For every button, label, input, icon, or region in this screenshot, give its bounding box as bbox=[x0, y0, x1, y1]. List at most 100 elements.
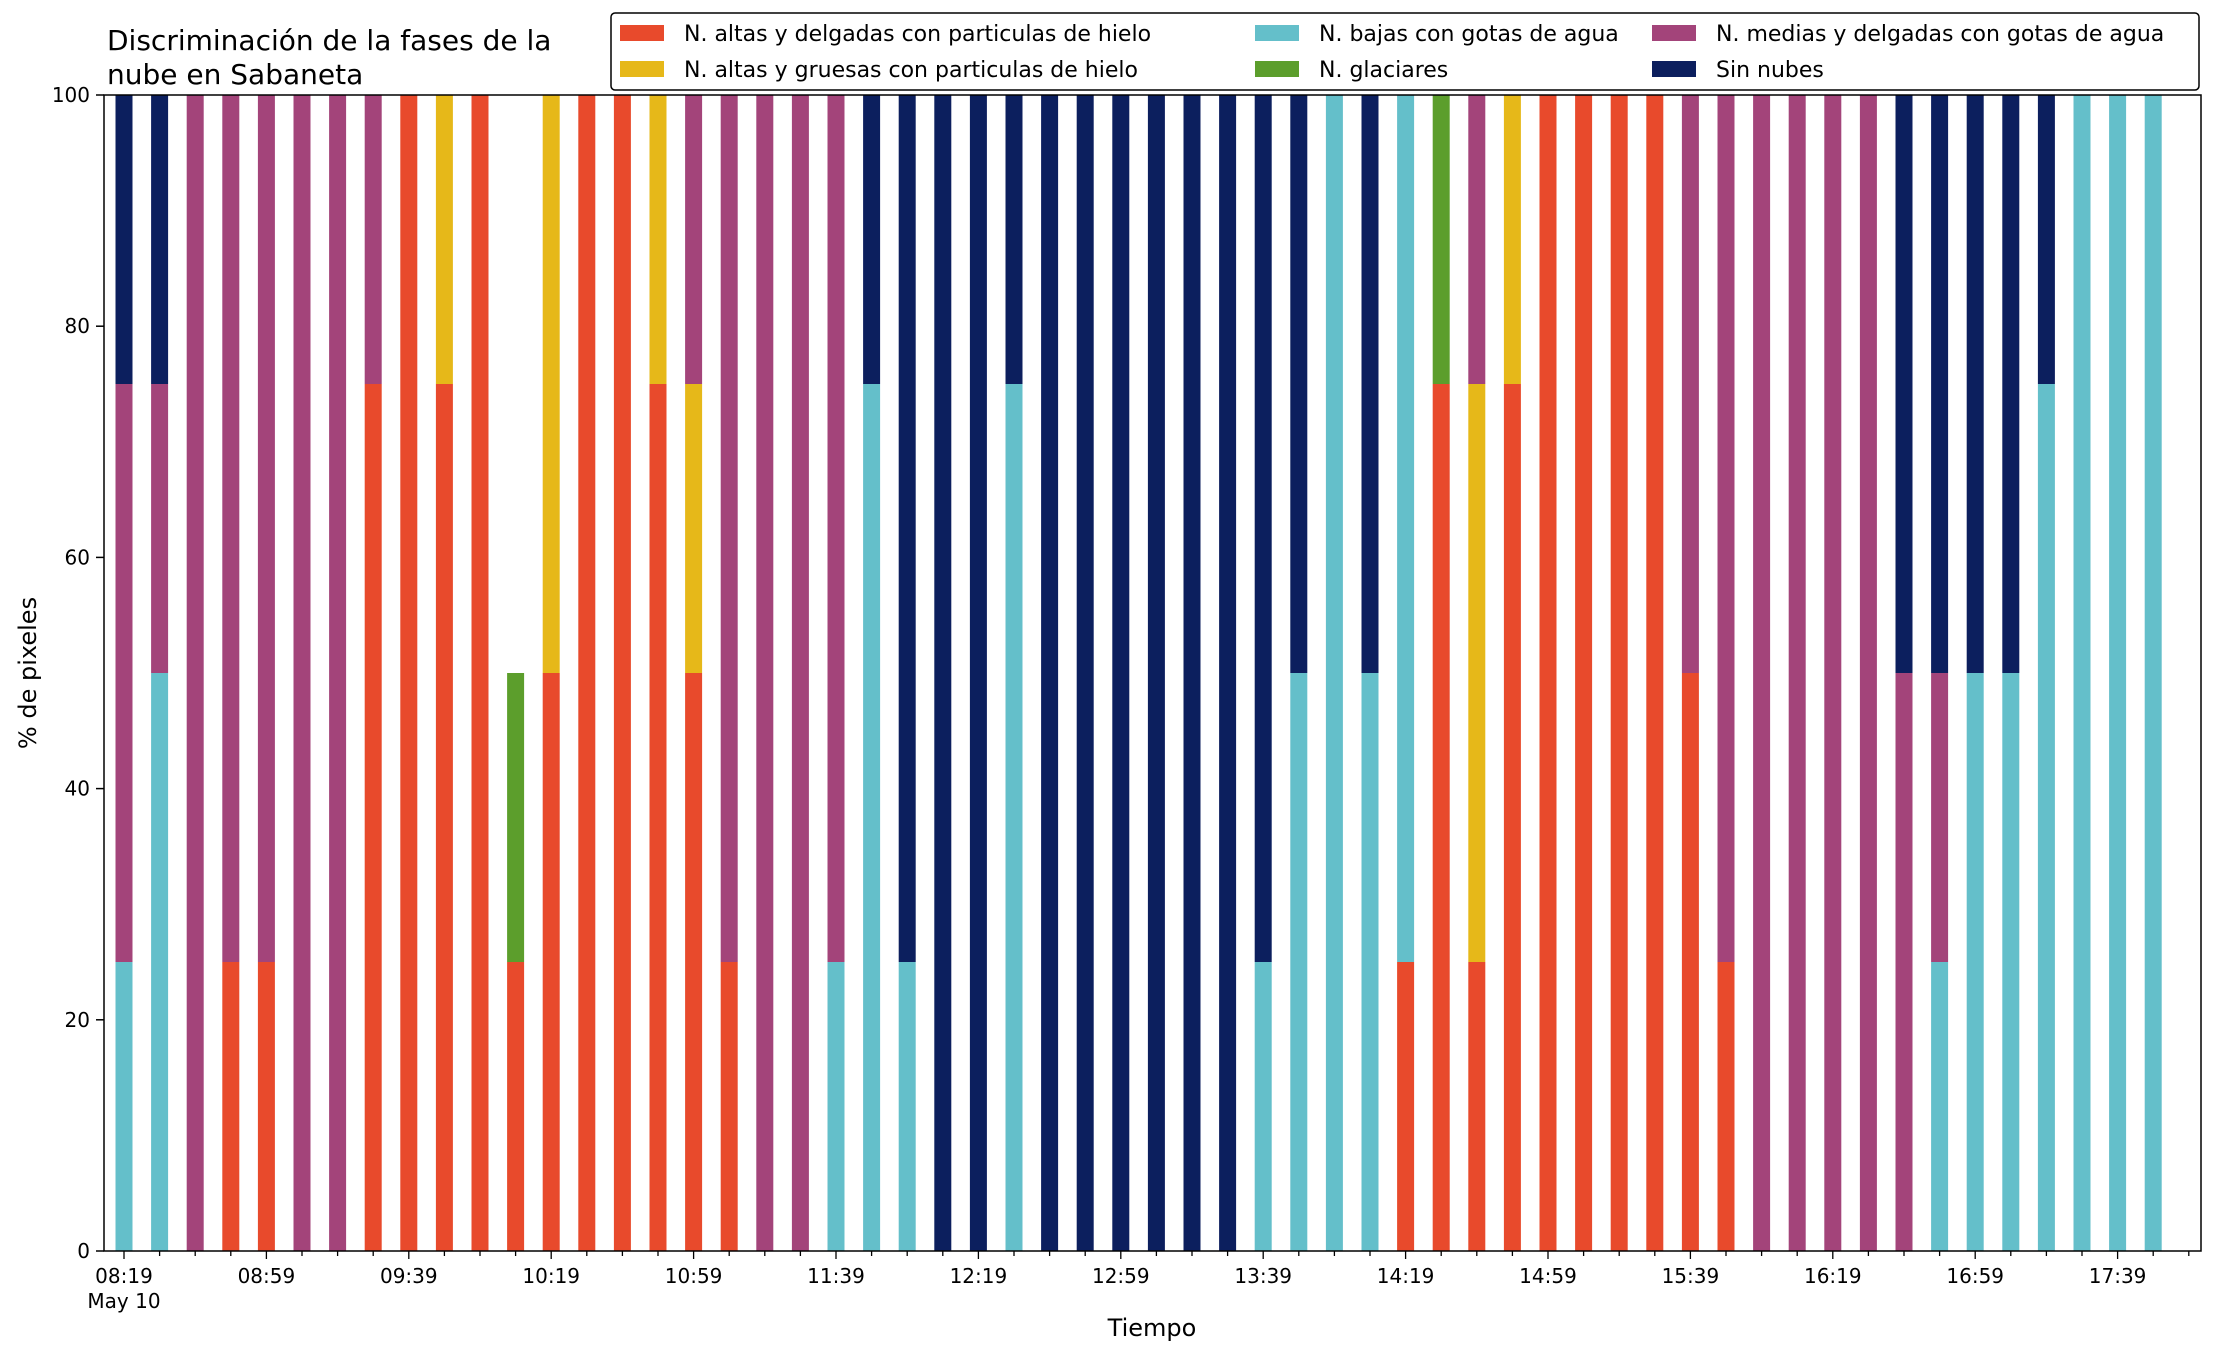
bar-segment bbox=[720, 962, 738, 1251]
bar-segment bbox=[2144, 95, 2162, 1251]
x-tick-label: 16:59 bbox=[1946, 1264, 2004, 1288]
bar-segment bbox=[1503, 95, 1521, 384]
bar-segment bbox=[1076, 95, 1094, 1251]
bar-segment bbox=[1895, 95, 1913, 673]
bar-segment bbox=[1005, 95, 1023, 384]
bar-segment bbox=[2109, 95, 2127, 1251]
legend-swatch bbox=[1255, 61, 1299, 77]
legend-swatch bbox=[1255, 25, 1299, 41]
bar-segment bbox=[1788, 95, 1806, 1251]
bar-segment bbox=[1895, 673, 1913, 1251]
y-axis: 0 20 40 60 80 100 bbox=[52, 83, 104, 1263]
x-axis-label: Tiempo bbox=[1107, 1314, 1197, 1342]
x-tick-label: 10:19 bbox=[522, 1264, 580, 1288]
bar-segment bbox=[1219, 95, 1237, 1251]
bar-segment bbox=[1468, 384, 1486, 962]
bar-segment bbox=[756, 95, 774, 1251]
legend-label: N. bajas con gotas de agua bbox=[1319, 22, 1619, 47]
bar-segment bbox=[1931, 962, 1949, 1251]
legend-label: N. altas y delgadas con particulas de hi… bbox=[684, 22, 1151, 47]
y-tick-label: 40 bbox=[65, 777, 90, 801]
chart-title-line-2: nube en Sabaneta bbox=[107, 58, 363, 91]
bar-segment bbox=[1681, 673, 1699, 1251]
bar-segment bbox=[1254, 95, 1272, 962]
bar-segment bbox=[863, 95, 881, 384]
x-tick-label: 13:39 bbox=[1234, 1264, 1292, 1288]
bar-segment bbox=[1717, 95, 1735, 962]
bar-segment bbox=[1753, 95, 1771, 1251]
bar-segment bbox=[613, 95, 631, 1251]
x-tick-label: 12:19 bbox=[950, 1264, 1008, 1288]
bar-segment bbox=[257, 95, 275, 962]
bar-segment bbox=[115, 95, 133, 384]
bar-segment bbox=[1290, 673, 1308, 1251]
bar-segment bbox=[1325, 95, 1343, 1251]
bar-segment bbox=[507, 962, 525, 1251]
bar-segment bbox=[435, 95, 453, 384]
bar-segment bbox=[2037, 95, 2055, 384]
bar-segment bbox=[1432, 95, 1450, 384]
bar-segment bbox=[1681, 95, 1699, 673]
bar-segment bbox=[1717, 962, 1735, 1251]
bar-segment bbox=[2002, 673, 2020, 1251]
bar-segment bbox=[186, 95, 204, 1251]
bar-segment bbox=[649, 95, 667, 384]
bar-segment bbox=[151, 95, 169, 384]
bar-segment bbox=[1432, 384, 1450, 1251]
y-tick-label: 20 bbox=[65, 1008, 90, 1032]
bar-segment bbox=[1575, 95, 1593, 1251]
legend-swatch bbox=[620, 61, 664, 77]
x-tick-label: 14:59 bbox=[1519, 1264, 1577, 1288]
x-date-label: May 10 bbox=[87, 1289, 160, 1313]
bar-segment bbox=[115, 962, 133, 1251]
bar-segment bbox=[969, 95, 987, 1251]
bar-segment bbox=[400, 95, 418, 1251]
bar-segment bbox=[151, 673, 169, 1251]
bar-segment bbox=[1966, 95, 1984, 673]
bar-segment bbox=[1503, 384, 1521, 1251]
bar-segment bbox=[1610, 95, 1628, 1251]
x-tick-label: 17:39 bbox=[2089, 1264, 2147, 1288]
y-axis-label: % de pixeles bbox=[14, 597, 42, 749]
bar-segment bbox=[257, 962, 275, 1251]
bars-layer bbox=[115, 95, 2162, 1251]
x-tick-label: 15:39 bbox=[1662, 1264, 1720, 1288]
x-tick-label: 12:59 bbox=[1092, 1264, 1150, 1288]
bar-segment bbox=[507, 673, 525, 962]
bar-segment bbox=[2002, 95, 2020, 673]
bar-segment bbox=[1539, 95, 1557, 1251]
bar-segment bbox=[898, 962, 916, 1251]
bar-segment bbox=[685, 384, 703, 673]
bar-segment bbox=[720, 95, 738, 962]
legend: N. altas y delgadas con particulas de hi… bbox=[610, 12, 2200, 91]
bar-segment bbox=[649, 384, 667, 1251]
bar-segment bbox=[329, 95, 347, 1251]
bar-segment bbox=[151, 384, 169, 673]
x-tick-label: 10:59 bbox=[665, 1264, 723, 1288]
bar-segment bbox=[471, 95, 489, 1251]
bar-segment bbox=[222, 962, 240, 1251]
bar-segment bbox=[934, 95, 952, 1251]
bar-segment bbox=[1859, 95, 1877, 1251]
x-tick-label: 08:19 bbox=[95, 1264, 153, 1288]
legend-label: N. medias y delgadas con gotas de agua bbox=[1716, 22, 2164, 47]
bar-segment bbox=[1824, 95, 1842, 1251]
bar-segment bbox=[578, 95, 596, 1251]
bar-segment bbox=[542, 95, 560, 673]
bar-segment bbox=[2073, 95, 2091, 1251]
bar-segment bbox=[1112, 95, 1130, 1251]
legend-label: Sin nubes bbox=[1716, 58, 1824, 83]
bar-segment bbox=[791, 95, 809, 1251]
bar-segment bbox=[685, 673, 703, 1251]
legend-swatch bbox=[620, 25, 664, 41]
bar-segment bbox=[827, 962, 845, 1251]
y-tick-label: 0 bbox=[77, 1239, 90, 1263]
x-tick-label: 09:39 bbox=[380, 1264, 438, 1288]
y-tick-label: 100 bbox=[52, 83, 90, 107]
bar-segment bbox=[863, 384, 881, 1251]
bar-segment bbox=[1361, 95, 1379, 673]
bar-segment bbox=[1966, 673, 1984, 1251]
bar-segment bbox=[1468, 962, 1486, 1251]
x-axis: 08:19 08:59 09:39 10:19 10:59 11:39 12:19 12:59… bbox=[95, 1251, 2190, 1288]
